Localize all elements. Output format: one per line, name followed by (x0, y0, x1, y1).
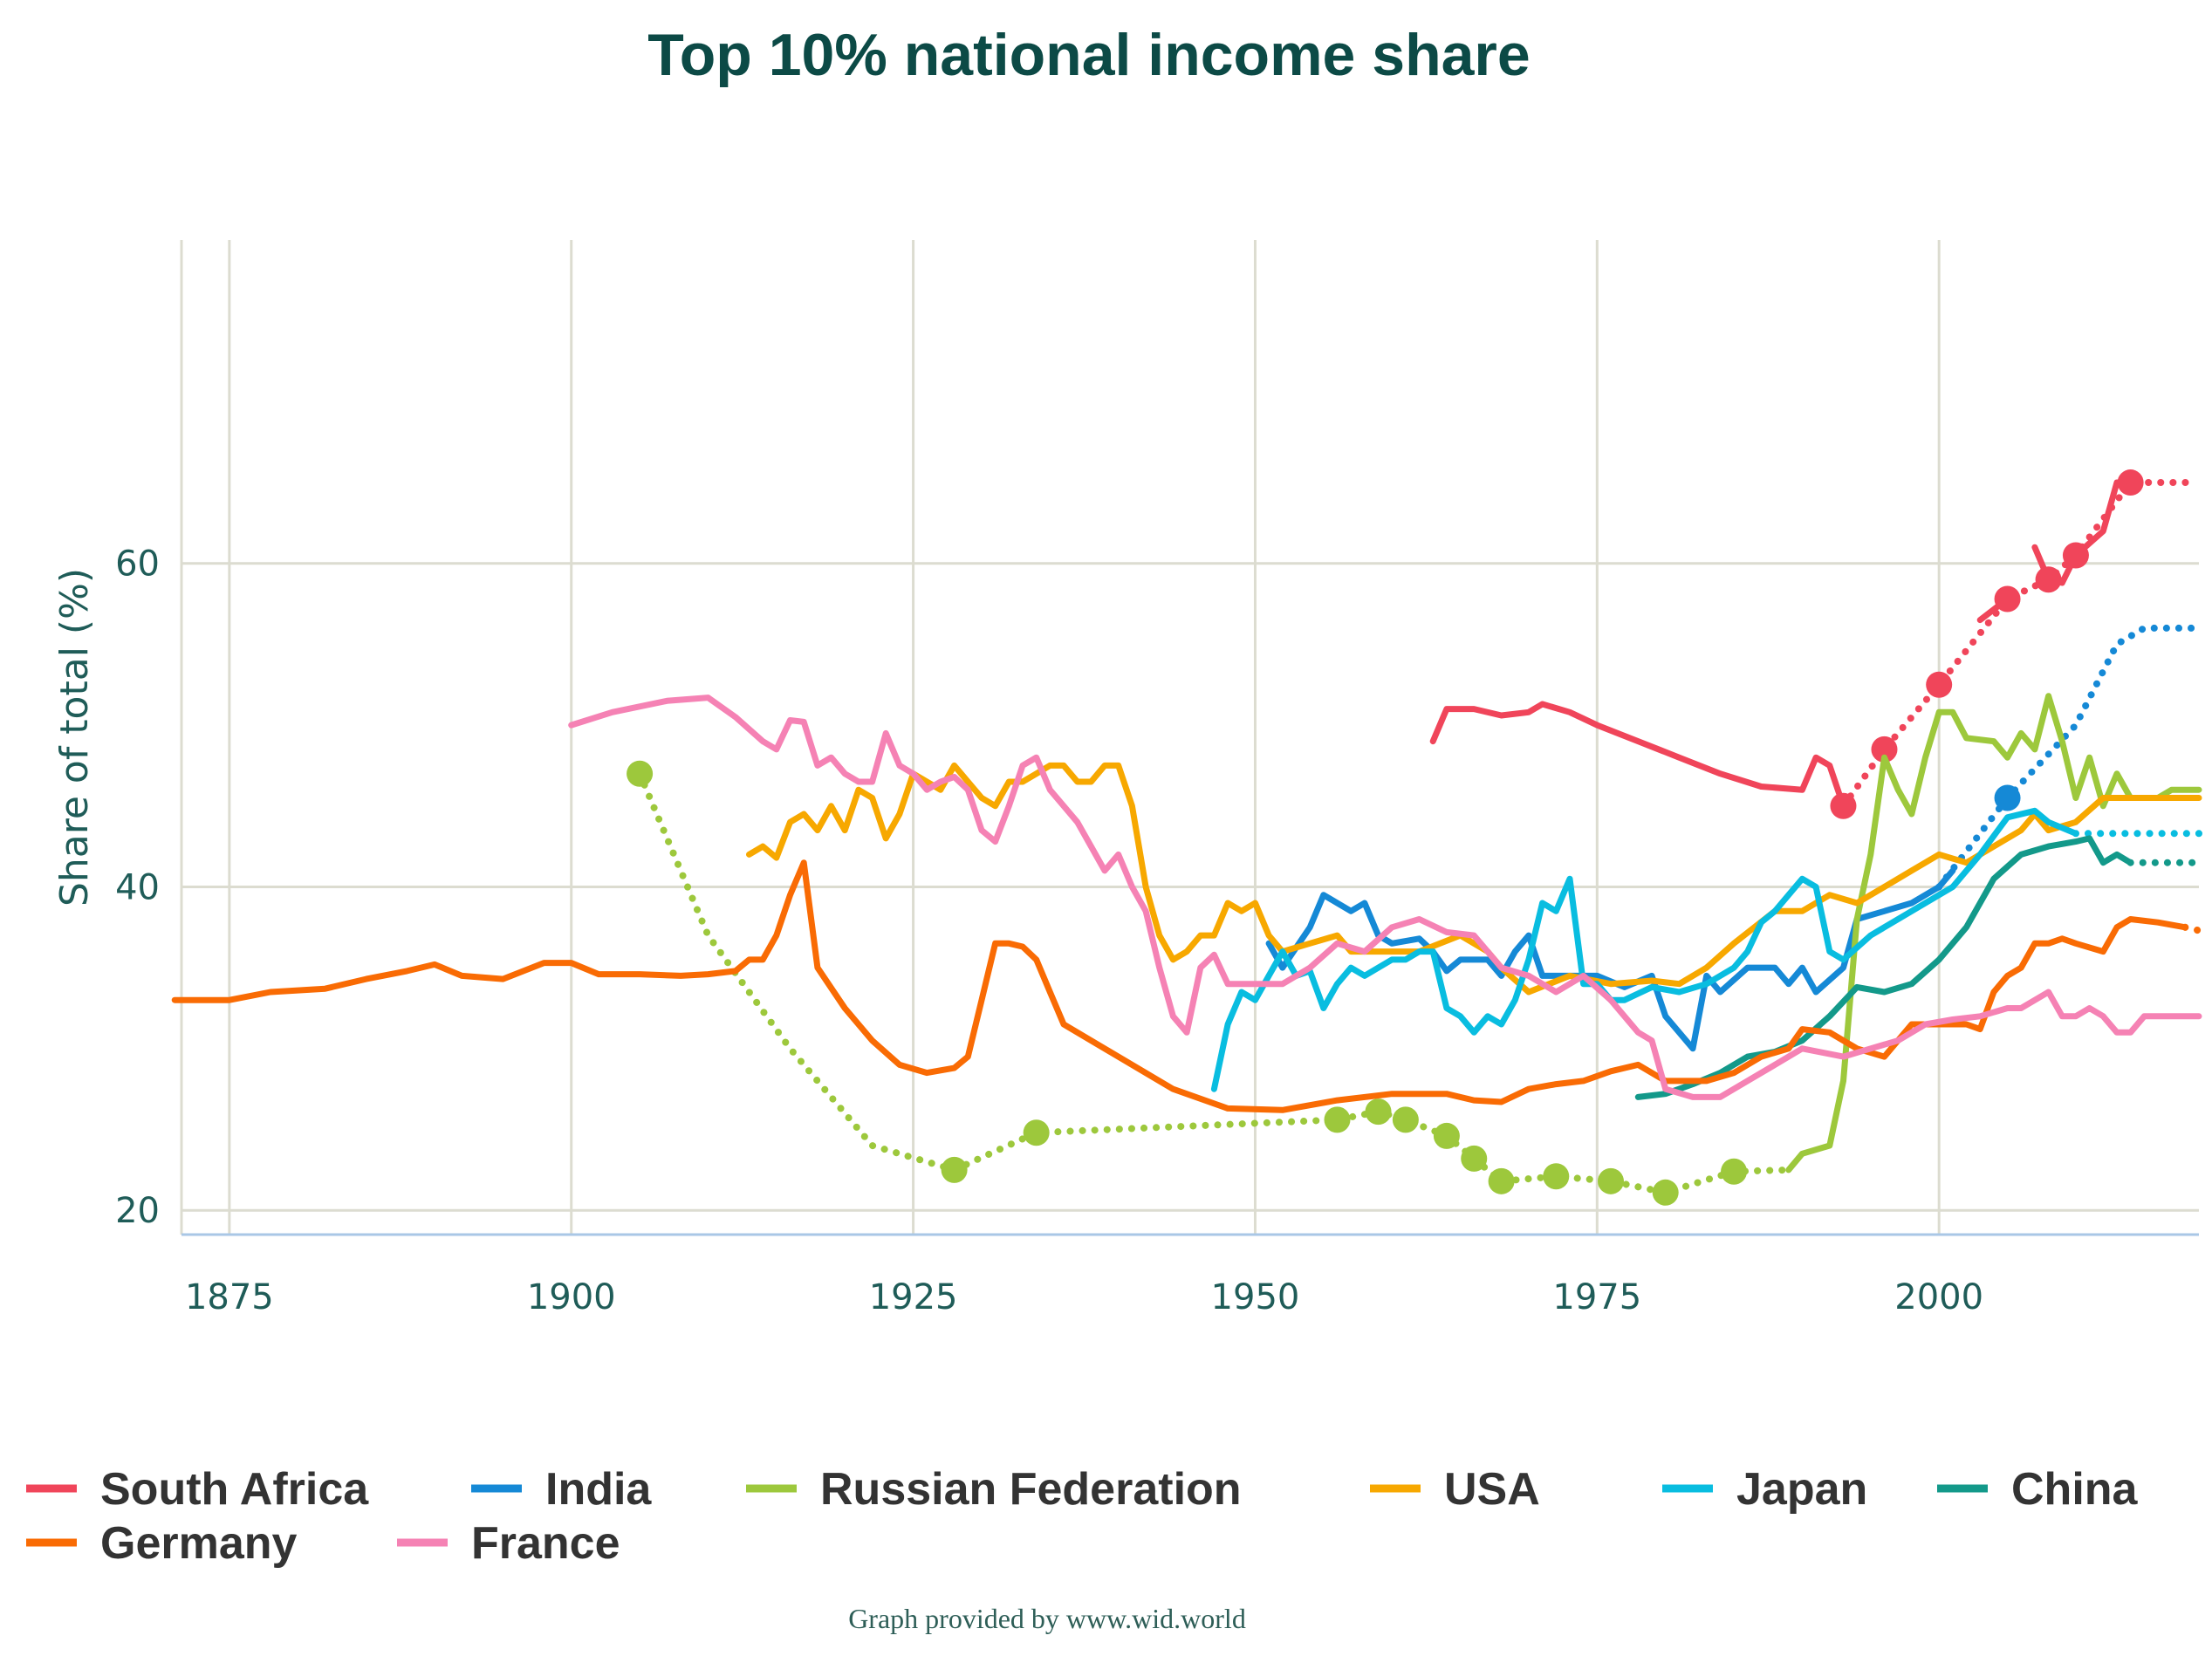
legend: South Africa India Russian Federation USA Ja… (26, 1464, 2139, 1569)
series-line-france (568, 695, 2202, 1100)
series-japan (1210, 807, 2202, 1092)
legend-label: Russian Federation (820, 1464, 1242, 1515)
y-axis-label: Share of total (%) (52, 568, 97, 907)
legend-label: Japan (1736, 1464, 1867, 1515)
series-line-germany (2181, 923, 2202, 934)
data-point-russian-federation[interactable] (1597, 1167, 1624, 1194)
x-tick-label: 1925 (869, 1277, 958, 1317)
x-tick-label: 2000 (1894, 1277, 1983, 1317)
data-point-russian-federation[interactable] (1543, 1163, 1570, 1190)
series-line-china (1634, 835, 2134, 1100)
series-line-south-africa (1839, 479, 2196, 810)
legend-item-usa[interactable]: USA (1370, 1464, 1540, 1515)
series-india (1265, 624, 2202, 1052)
data-point-russian-federation[interactable] (1461, 1145, 1488, 1172)
y-tick-label: 60 (115, 544, 160, 585)
series-china (1634, 835, 2202, 1100)
legend-item-russian-federation[interactable]: Russian Federation (746, 1464, 1242, 1515)
data-point-russian-federation[interactable] (941, 1156, 968, 1183)
data-point-russian-federation[interactable] (1488, 1167, 1515, 1194)
data-point-russian-federation[interactable] (1721, 1158, 1748, 1185)
x-tick-label: 1875 (185, 1277, 274, 1317)
series-line-germany (171, 859, 2188, 1113)
legend-label: Germany (100, 1518, 298, 1569)
axes: 1875 1900 1925 1950 1975 2000 20 40 60 (115, 544, 2199, 1317)
legend-label: China (2011, 1464, 2139, 1515)
legend-item-south-africa[interactable]: South Africa (26, 1464, 369, 1515)
data-point-russian-federation[interactable] (1652, 1179, 1679, 1206)
legend-label: France (471, 1518, 620, 1569)
legend-label: India (545, 1464, 652, 1515)
legend-item-japan[interactable]: Japan (1662, 1464, 1867, 1515)
data-point-india[interactable] (1994, 784, 2021, 811)
legend-item-france[interactable]: France (397, 1518, 620, 1569)
grid (180, 240, 2199, 1235)
series-russian-federation (627, 693, 2202, 1206)
data-point-south-africa[interactable] (1926, 671, 1953, 698)
legend-label: USA (1444, 1464, 1540, 1515)
legend-item-germany[interactable]: Germany (26, 1518, 298, 1569)
y-tick-label: 20 (115, 1191, 160, 1231)
data-point-russian-federation[interactable] (1023, 1119, 1050, 1146)
y-tick-label: 40 (115, 867, 160, 907)
series-line-usa (746, 762, 2202, 996)
series-line-south-africa (1429, 701, 1846, 810)
series-germany (171, 859, 2202, 1113)
data-point-south-africa[interactable] (1871, 736, 1898, 763)
data-point-south-africa[interactable] (2035, 566, 2062, 593)
legend-label: South Africa (100, 1464, 369, 1515)
chart-title: Top 10% national income share (647, 22, 1530, 88)
data-point-russian-federation[interactable] (627, 760, 654, 787)
plot-area (171, 469, 2202, 1206)
series-line-japan (1210, 807, 2079, 1092)
data-point-south-africa[interactable] (2117, 469, 2144, 496)
x-tick-label: 1950 (1211, 1277, 1300, 1317)
legend-item-china[interactable]: China (1937, 1464, 2139, 1515)
x-tick-label: 1900 (527, 1277, 616, 1317)
data-point-south-africa[interactable] (1994, 585, 2021, 612)
data-point-south-africa[interactable] (1830, 792, 1857, 819)
x-tick-label: 1975 (1552, 1277, 1641, 1317)
data-point-russian-federation[interactable] (1392, 1106, 1419, 1133)
data-point-russian-federation[interactable] (1433, 1122, 1460, 1149)
series-line-india (1935, 624, 2202, 891)
series-south-africa (1429, 469, 2196, 819)
credit-text: Graph provided by www.wid.world (848, 1603, 1246, 1634)
series-france (568, 695, 2202, 1100)
series-line-russian-federation (636, 770, 1792, 1196)
data-point-russian-federation[interactable] (1365, 1098, 1392, 1126)
legend-item-india[interactable]: India (471, 1464, 652, 1515)
data-point-russian-federation[interactable] (1324, 1106, 1351, 1133)
data-point-south-africa[interactable] (2062, 542, 2089, 569)
series-usa (746, 762, 2202, 996)
